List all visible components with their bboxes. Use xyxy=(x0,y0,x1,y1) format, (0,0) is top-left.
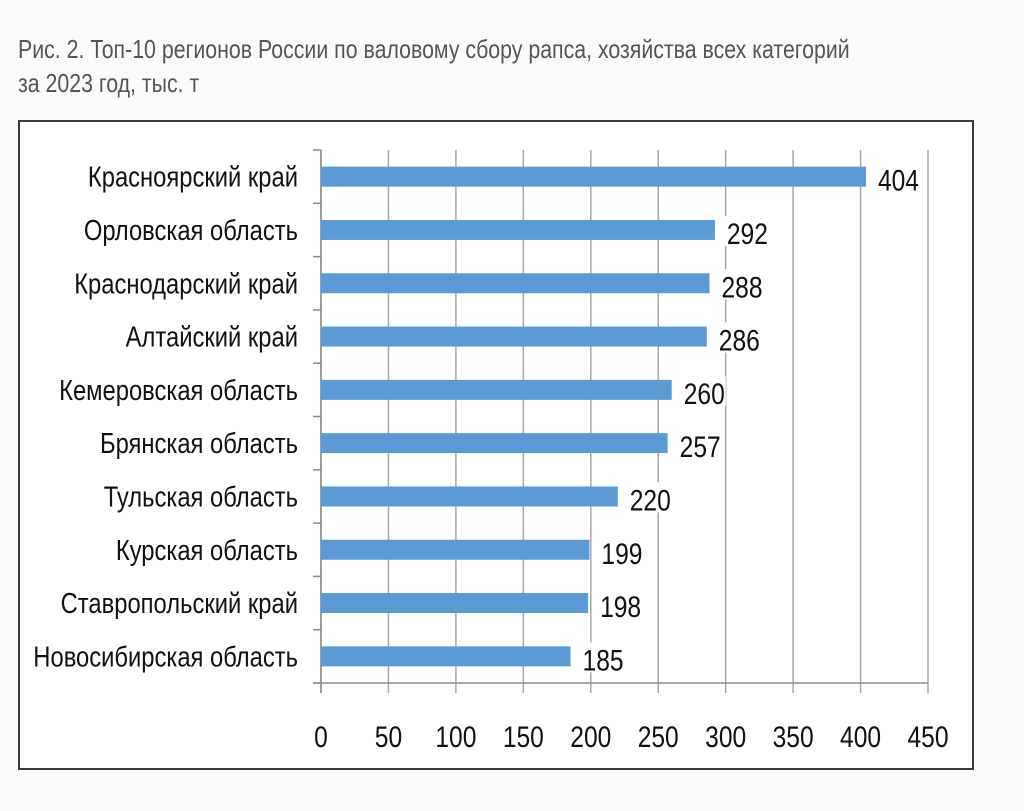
category-label: Краснодарский край xyxy=(74,267,298,300)
category-label: Брянская область xyxy=(100,427,298,460)
data-label: 257 xyxy=(680,430,721,464)
x-tick-label: 350 xyxy=(773,720,814,754)
bar xyxy=(321,273,710,294)
data-label-bg xyxy=(675,429,722,460)
data-label-bg xyxy=(625,482,672,513)
bar xyxy=(321,433,668,454)
data-label-bg xyxy=(679,375,726,406)
category-label: Красноярский край xyxy=(88,160,298,193)
bar xyxy=(321,646,571,667)
data-label-bg xyxy=(714,322,761,353)
bar xyxy=(321,593,589,614)
category-label: Кемеровская область xyxy=(59,374,298,407)
data-label: 286 xyxy=(719,323,760,357)
x-tick-label: 400 xyxy=(840,720,881,754)
chart-title-line-2: за 2023 год, тыс. т xyxy=(18,68,200,98)
category-label: Орловская область xyxy=(84,214,298,247)
category-label: Новосибирская область xyxy=(33,640,298,673)
bar xyxy=(321,486,618,507)
x-tick-label: 200 xyxy=(570,720,611,754)
data-label-bg xyxy=(597,535,644,566)
chart-title-line-1: Рис. 2. Топ-10 регионов России по валово… xyxy=(18,34,850,64)
category-label: Курская область xyxy=(116,534,298,567)
bar xyxy=(321,326,707,347)
data-label-bg xyxy=(873,162,920,193)
x-tick-label: 450 xyxy=(907,720,948,754)
x-tick-label: 250 xyxy=(638,720,679,754)
chart-title: Рис. 2. Топ-10 регионов России по валово… xyxy=(18,32,850,100)
data-label: 199 xyxy=(601,536,642,570)
data-label: 260 xyxy=(684,377,725,411)
data-label: 198 xyxy=(600,590,641,624)
data-label: 288 xyxy=(721,270,762,304)
bar xyxy=(321,219,715,240)
category-label: Ставропольский край xyxy=(61,587,298,620)
x-tick-label: 100 xyxy=(435,720,476,754)
x-tick-label: 0 xyxy=(314,720,328,754)
data-label-bg xyxy=(578,642,625,673)
x-tick-label: 150 xyxy=(503,720,544,754)
bar xyxy=(321,166,866,187)
data-label-bg xyxy=(717,269,764,300)
data-label-bg xyxy=(596,589,643,620)
data-label-bg xyxy=(722,215,769,246)
x-tick-label: 300 xyxy=(705,720,746,754)
bar xyxy=(321,379,672,400)
data-label: 220 xyxy=(630,483,671,517)
data-label: 185 xyxy=(583,643,624,677)
data-label: 404 xyxy=(878,163,919,197)
category-label: Алтайский край xyxy=(126,320,298,353)
category-label: Тульская область xyxy=(104,480,298,513)
data-label: 292 xyxy=(727,217,768,251)
bar xyxy=(321,539,590,560)
x-tick-label: 50 xyxy=(375,720,402,754)
